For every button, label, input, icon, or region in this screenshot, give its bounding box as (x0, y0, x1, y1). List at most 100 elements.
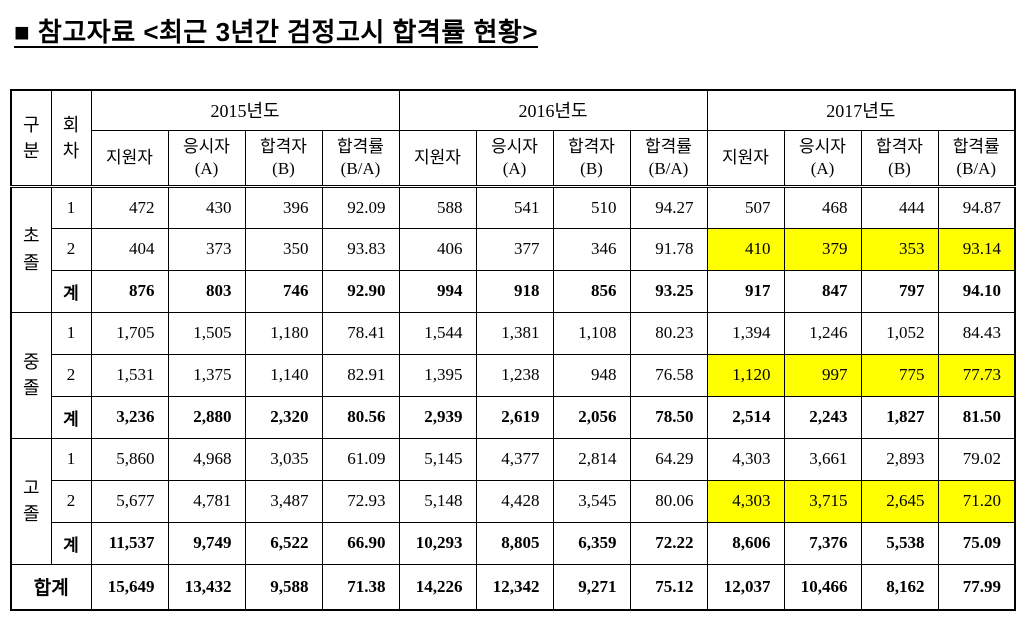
data-cell: 2,645 (860, 479, 939, 523)
data-cell: 80.23 (629, 311, 708, 355)
data-cell: 5,145 (398, 437, 477, 481)
data-cell: 72.22 (629, 521, 708, 565)
total-cell: 77.99 (937, 563, 1016, 611)
total-cell: 9,588 (244, 563, 323, 611)
round-cell: 1 (50, 311, 92, 355)
col-header-gubun: 구 분 (10, 89, 52, 188)
table-row: 계 3,236 2,880 2,320 80.56 2,939 2,619 2,056 78.5… (11, 395, 1016, 439)
data-cell: 78.41 (321, 311, 400, 355)
round-cell: 1 (50, 437, 92, 481)
data-cell: 2,514 (706, 395, 785, 439)
data-cell: 1,394 (706, 311, 785, 355)
data-cell: 1,381 (475, 311, 554, 355)
section-label: 초 졸 (10, 185, 52, 313)
data-cell: 997 (783, 353, 862, 397)
data-cell: 541 (475, 185, 554, 229)
data-cell: 430 (167, 185, 246, 229)
data-cell: 66.90 (321, 521, 400, 565)
data-cell: 410 (706, 227, 785, 271)
data-cell: 510 (552, 185, 631, 229)
data-cell: 917 (706, 269, 785, 313)
data-cell: 803 (167, 269, 246, 313)
metric-header-pass-rate: 합격률 (B/A) (629, 129, 708, 188)
data-cell: 346 (552, 227, 631, 271)
data-cell: 377 (475, 227, 554, 271)
metric-header-applicants: 지원자 (90, 129, 169, 188)
total-cell: 75.12 (629, 563, 708, 611)
metric-header-examinees: 응시자 (A) (783, 129, 862, 188)
metric-header-examinees: 응시자 (A) (167, 129, 246, 188)
data-cell: 353 (860, 227, 939, 271)
data-cell: 2,320 (244, 395, 323, 439)
page-title: ■ 참고자료 <최근 3년간 검정고시 합격률 현황> (14, 17, 539, 47)
data-cell: 746 (244, 269, 323, 313)
data-cell: 91.78 (629, 227, 708, 271)
data-cell: 1,180 (244, 311, 323, 355)
data-cell: 918 (475, 269, 554, 313)
section-label: 중 졸 (10, 311, 52, 439)
data-cell: 5,538 (860, 521, 939, 565)
data-cell: 379 (783, 227, 862, 271)
data-cell: 994 (398, 269, 477, 313)
data-cell: 1,246 (783, 311, 862, 355)
data-cell: 94.87 (937, 185, 1016, 229)
table-row: 계 11,537 9,749 6,522 66.90 10,293 8,805 6,359 72… (11, 521, 1016, 565)
data-cell: 1,705 (90, 311, 169, 355)
round-cell: 계 (50, 521, 92, 565)
metric-header-examinees: 응시자 (A) (475, 129, 554, 188)
col-header-hoecha: 회 차 (50, 89, 92, 188)
data-cell: 4,303 (706, 479, 785, 523)
data-cell: 80.56 (321, 395, 400, 439)
data-cell: 5,148 (398, 479, 477, 523)
metric-header-passers: 합격자 (B) (244, 129, 323, 188)
data-cell: 78.50 (629, 395, 708, 439)
data-cell: 92.90 (321, 269, 400, 313)
data-cell: 373 (167, 227, 246, 271)
table-row: 초 졸 1 472 430 396 92.09 588 541 510 94.27 507 468 44… (10, 185, 1016, 313)
data-cell: 948 (552, 353, 631, 397)
data-cell: 94.27 (629, 185, 708, 229)
year-header-2016: 2016년도 (398, 89, 708, 131)
data-cell: 64.29 (629, 437, 708, 481)
total-cell: 9,271 (552, 563, 631, 611)
data-cell: 93.25 (629, 269, 708, 313)
data-cell: 11,537 (90, 521, 169, 565)
table-body: 초 졸 1 472 430 396 92.09 588 541 510 94.27 507 468 44… (10, 185, 1016, 611)
data-cell: 2,056 (552, 395, 631, 439)
section-label: 고 졸 (10, 437, 52, 565)
data-cell: 10,293 (398, 521, 477, 565)
data-cell: 3,545 (552, 479, 631, 523)
pass-rate-table: 구 분 회 차 2015년도 2016년도 2017년도 지원자 응시자 (A)… (10, 89, 1016, 611)
table-row: 고 졸 1 5,860 4,968 3,035 61.09 5,145 4,377 2,814 6… (10, 437, 1016, 565)
data-cell: 3,715 (783, 479, 862, 523)
data-cell: 84.43 (937, 311, 1016, 355)
data-cell: 2,814 (552, 437, 631, 481)
data-cell: 2,893 (860, 437, 939, 481)
data-cell: 8,805 (475, 521, 554, 565)
data-cell: 6,522 (244, 521, 323, 565)
metric-header-passers: 합격자 (B) (860, 129, 939, 188)
data-cell: 92.09 (321, 185, 400, 229)
data-cell: 2,939 (398, 395, 477, 439)
data-cell: 775 (860, 353, 939, 397)
table-row: 중 졸 1 1,705 1,505 1,180 78.41 1,544 1,381 1,108 8… (10, 311, 1016, 439)
data-cell: 856 (552, 269, 631, 313)
data-cell: 2,619 (475, 395, 554, 439)
data-cell: 396 (244, 185, 323, 229)
year-header-row: 구 분 회 차 2015년도 2016년도 2017년도 (10, 89, 1016, 188)
data-cell: 76.58 (629, 353, 708, 397)
round-cell: 2 (50, 479, 92, 523)
total-cell: 8,162 (860, 563, 939, 611)
data-cell: 8,606 (706, 521, 785, 565)
data-cell: 7,376 (783, 521, 862, 565)
data-cell: 4,428 (475, 479, 554, 523)
data-cell: 444 (860, 185, 939, 229)
data-cell: 72.93 (321, 479, 400, 523)
data-cell: 1,375 (167, 353, 246, 397)
data-cell: 1,531 (90, 353, 169, 397)
data-cell: 1,544 (398, 311, 477, 355)
data-cell: 81.50 (937, 395, 1016, 439)
data-cell: 3,661 (783, 437, 862, 481)
table-row: 계 876 803 746 92.90 994 918 856 93.25 917 847 797 94… (11, 269, 1016, 313)
